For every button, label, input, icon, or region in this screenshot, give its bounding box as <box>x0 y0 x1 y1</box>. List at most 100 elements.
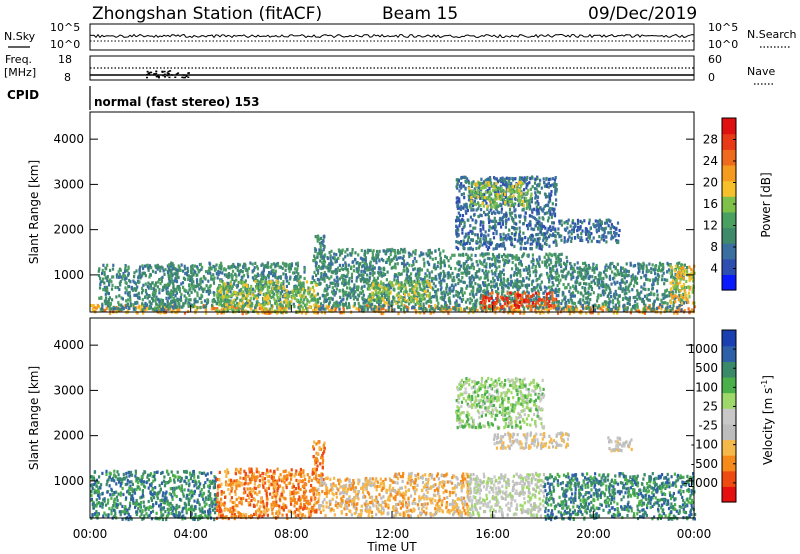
power-cell <box>568 308 571 312</box>
power-cell <box>499 177 502 181</box>
power-cell <box>197 270 200 274</box>
power-cell <box>371 273 374 277</box>
power-cell <box>434 256 437 261</box>
power-cell <box>505 260 508 264</box>
power-cell <box>216 298 220 302</box>
power-cell <box>260 304 263 308</box>
power-cell <box>400 282 403 286</box>
power-cell <box>548 291 552 295</box>
power-cell <box>189 298 192 302</box>
power-cell <box>460 309 463 313</box>
power-cell <box>178 266 181 270</box>
power-cell <box>318 307 321 311</box>
power-cell <box>484 199 487 203</box>
power-cell <box>490 192 493 196</box>
power-cell <box>486 206 489 210</box>
power-cell <box>484 299 487 303</box>
freq-jump <box>187 76 190 78</box>
power-cell <box>251 293 254 297</box>
freq-jump <box>174 76 177 78</box>
power-cell <box>546 211 549 215</box>
freq-jump <box>184 76 187 79</box>
power-cell <box>207 271 210 275</box>
power-cell <box>344 303 347 307</box>
power-cell <box>454 267 457 271</box>
power-cell <box>560 252 563 256</box>
power-cell <box>520 263 523 267</box>
power-cell <box>422 283 425 287</box>
power-cell <box>126 302 129 306</box>
freq-jump <box>147 72 150 74</box>
power-cell <box>660 307 663 311</box>
power-cell <box>175 305 178 309</box>
power-cell <box>494 188 497 192</box>
power-cell <box>172 290 175 294</box>
power-cell <box>327 297 330 301</box>
power-cell <box>554 186 557 190</box>
power-cell <box>489 241 492 246</box>
power-cell <box>363 297 366 301</box>
power-cell <box>436 305 439 309</box>
power-cell <box>531 293 534 297</box>
power-cell <box>515 185 518 189</box>
power-cell <box>398 286 401 290</box>
power-cell <box>140 275 143 279</box>
power-cell <box>446 292 449 296</box>
power-cell <box>527 283 530 287</box>
power-cell <box>554 188 557 192</box>
power-cell <box>357 275 360 279</box>
power-cell <box>170 280 173 284</box>
power-cell <box>565 255 568 259</box>
power-cell <box>418 282 421 287</box>
power-cell <box>376 281 379 285</box>
power-cell <box>509 186 512 190</box>
power-cell <box>488 304 491 309</box>
power-cell <box>122 274 125 278</box>
power-cell <box>497 255 500 259</box>
power-cell <box>355 285 358 289</box>
power-cell <box>363 253 366 257</box>
power-cell <box>282 295 285 299</box>
freq-tick-top: 18 <box>58 53 72 66</box>
power-cell <box>445 283 448 287</box>
power-cell <box>426 254 429 258</box>
power-cell <box>249 296 252 300</box>
power-cell <box>371 286 374 290</box>
power-cell <box>322 294 325 298</box>
power-cell <box>103 285 106 289</box>
power-cell <box>415 259 418 264</box>
power-cell <box>227 282 230 286</box>
power-cell <box>537 226 540 230</box>
power-cell <box>495 177 498 181</box>
power-cell <box>477 191 480 195</box>
power-cell <box>565 307 569 311</box>
power-cell <box>387 248 391 252</box>
power-cell <box>377 305 380 309</box>
power-cell <box>282 280 285 284</box>
power-cell <box>255 279 259 283</box>
power-cell <box>483 264 486 268</box>
power-cell <box>420 253 423 257</box>
power-cell <box>459 221 462 225</box>
power-cell <box>310 298 313 302</box>
power-cell <box>333 256 336 260</box>
power-cell <box>251 269 254 273</box>
power-cell <box>455 301 458 305</box>
power-cell <box>514 293 517 297</box>
power-cell <box>261 262 264 266</box>
power-cell <box>496 204 500 209</box>
power-cell <box>294 286 297 290</box>
power-cell <box>164 268 167 272</box>
power-cell <box>212 273 215 277</box>
power-cell <box>281 307 284 311</box>
power-cell <box>341 289 344 293</box>
power-cell <box>536 177 539 181</box>
power-cell <box>198 287 201 291</box>
power-cell <box>547 276 550 280</box>
power-cell <box>90 304 93 308</box>
power-cell <box>102 288 105 292</box>
power-cell <box>543 307 546 311</box>
power-cell <box>503 253 506 257</box>
power-cell <box>260 275 263 279</box>
power-cell <box>464 300 468 304</box>
